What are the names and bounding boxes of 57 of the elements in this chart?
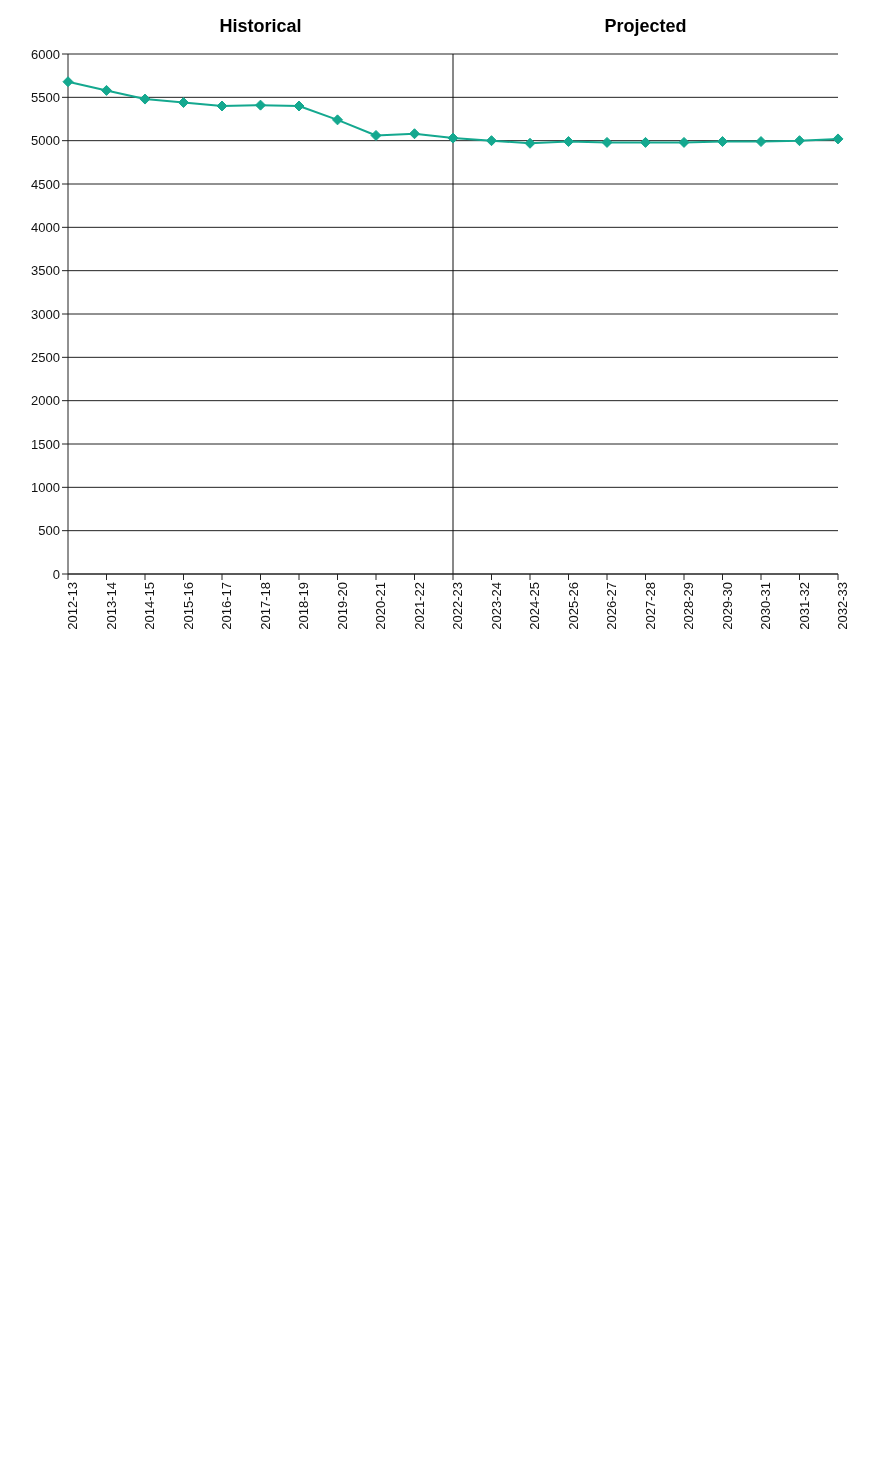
point [101, 84, 112, 96]
x-tick-label: 2013-14 [103, 582, 119, 630]
point [255, 99, 266, 111]
x-tick-label: 2017-18 [257, 582, 273, 630]
x-tick-label: 2015-16 [180, 582, 196, 630]
point [178, 97, 189, 109]
x-tick-label: 2018-19 [296, 582, 312, 630]
point [755, 136, 767, 148]
point [139, 93, 151, 105]
y-tick-label: 4000 [31, 219, 60, 235]
point [447, 132, 459, 144]
y-tick-label: 3500 [31, 263, 60, 279]
point [717, 136, 728, 148]
point [794, 135, 805, 147]
x-tick-label: 2021-22 [411, 582, 427, 630]
y-tick-label: 0 [52, 566, 60, 582]
y-tick-label: 5000 [31, 133, 60, 149]
point [409, 128, 420, 140]
x-tick-label: 2032-33 [835, 582, 851, 630]
point [332, 114, 343, 126]
point [563, 136, 574, 148]
x-tick-label: 2022-23 [450, 582, 466, 630]
x-tick-label: 2027-28 [642, 582, 658, 630]
y-tick-label: 6000 [31, 46, 60, 62]
point [832, 133, 844, 145]
x-tick-label: 2025-26 [565, 582, 581, 630]
y-tick-label: 1500 [31, 436, 60, 452]
point [486, 135, 497, 147]
y-tick-label: 1000 [31, 479, 60, 495]
y-tick-label: 2500 [31, 349, 60, 365]
x-tick-label: 2028-29 [681, 582, 697, 630]
point [216, 100, 228, 112]
point [678, 136, 690, 148]
x-tick-label: 2012-13 [65, 582, 81, 630]
x-tick-label: 2023-24 [488, 582, 504, 630]
x-tick-label: 2030-31 [758, 582, 774, 630]
point [601, 136, 613, 148]
point [640, 136, 651, 148]
text: Historical [218, 15, 303, 37]
point [524, 137, 536, 149]
x-tick-label: 2029-30 [719, 582, 735, 630]
y-tick-label: 4500 [31, 176, 60, 192]
x-tick-label: 2014-15 [142, 582, 158, 630]
x-tick-label: 2020-21 [373, 582, 389, 630]
x-tick-label: 2019-20 [334, 582, 350, 630]
text: Projected [603, 15, 688, 37]
point [62, 76, 74, 88]
x-tick-label: 2024-25 [527, 582, 543, 630]
x-tick-label: 2031-32 [796, 582, 812, 630]
x-tick-label: 2016-17 [219, 582, 235, 630]
y-tick-label: 3000 [31, 306, 60, 322]
y-tick-label: 2000 [31, 393, 60, 409]
y-tick-label: 5500 [31, 89, 60, 105]
point [370, 129, 382, 141]
y-tick-label: 500 [38, 523, 60, 539]
x-tick-label: 2026-27 [604, 582, 620, 630]
point [293, 100, 305, 112]
